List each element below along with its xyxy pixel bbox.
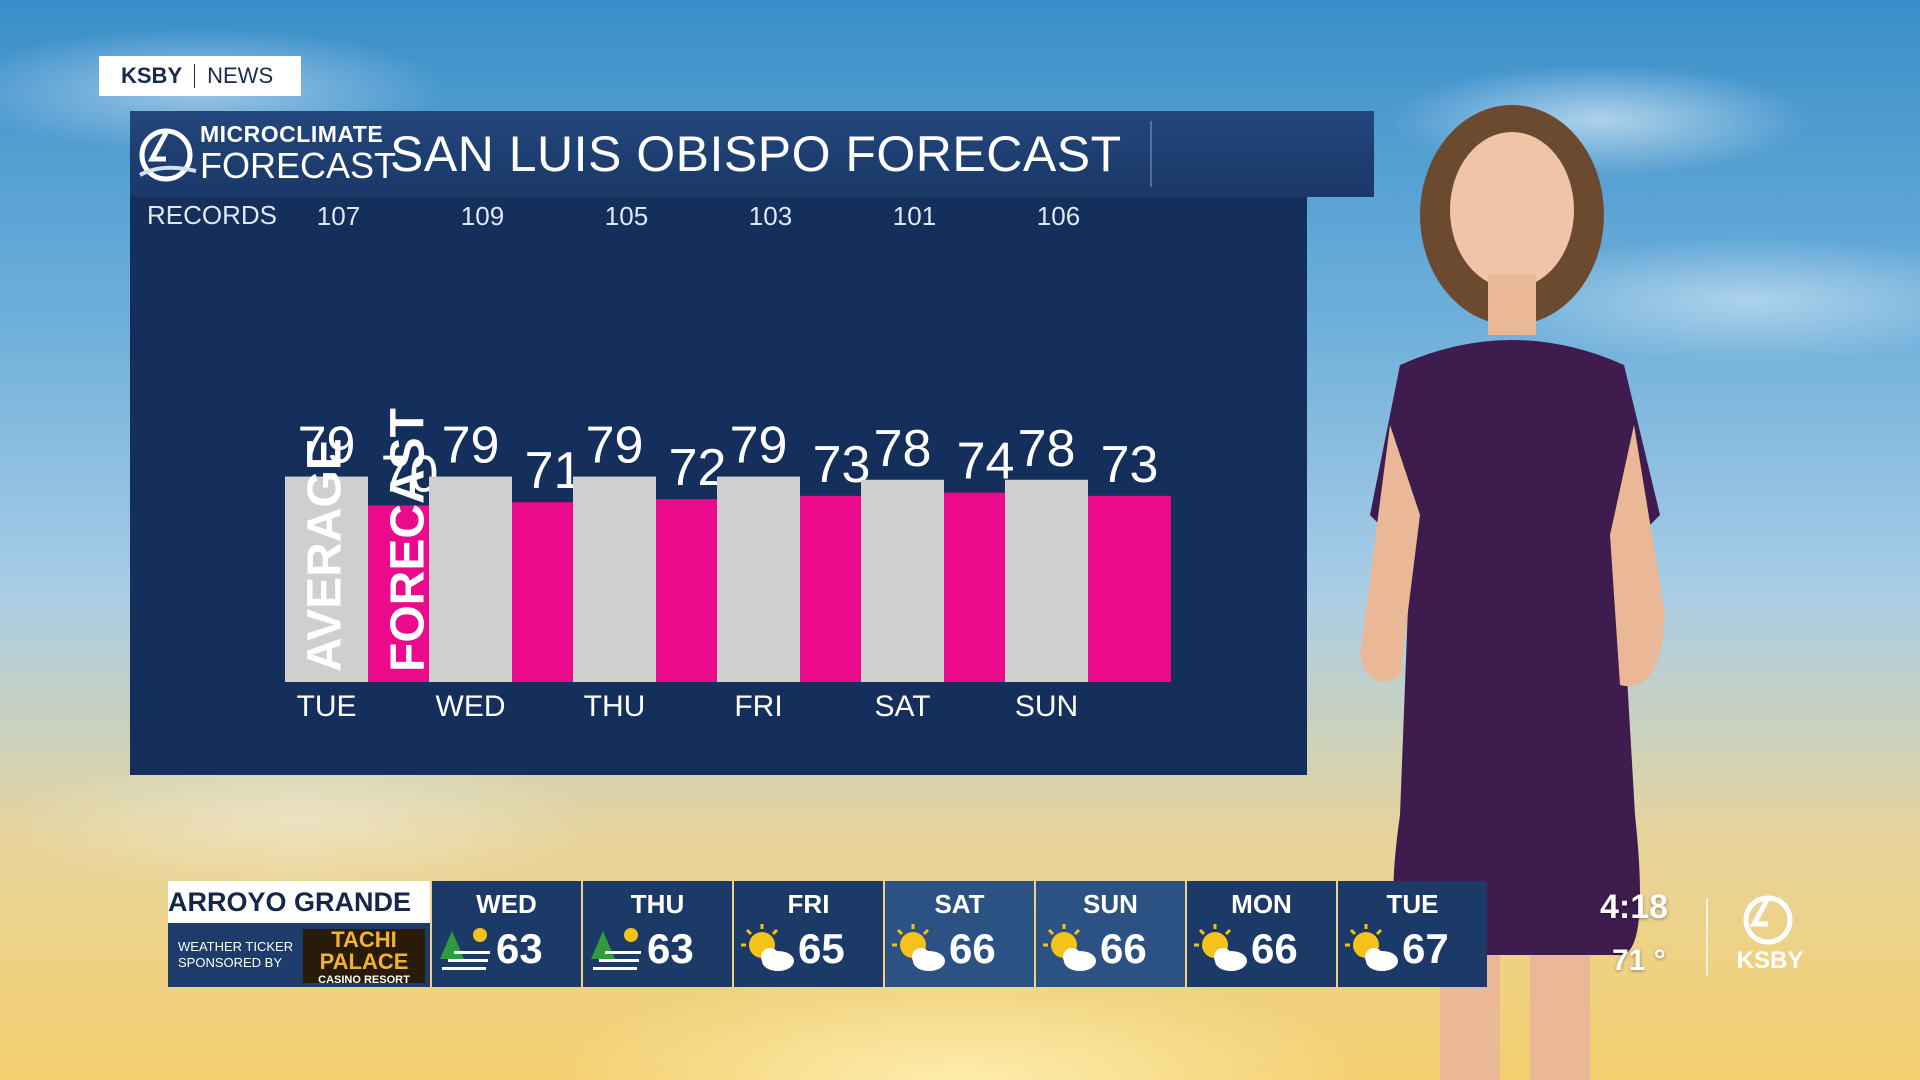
bar-value-label: 79 <box>298 417 356 475</box>
bar-value-label: 78 <box>874 420 932 478</box>
brand-tag: KSBY NEWS <box>99 56 301 96</box>
bar-value-label: 73 <box>1101 436 1159 494</box>
ticker-location-block: ARROYO GRANDE WEATHER TICKER SPONSORED B… <box>168 881 430 987</box>
ticker-temp: 66 <box>1251 925 1298 972</box>
series-label: AVERAGE <box>299 438 352 672</box>
average-bar <box>285 476 368 682</box>
record-value: 101 <box>893 201 936 231</box>
day-label: THU <box>584 690 646 723</box>
clock: 4:18 <box>1600 888 1669 926</box>
brand-separator <box>194 64 196 88</box>
ticker-day: SAT 66 <box>885 881 1034 987</box>
series-label: FORECAST <box>382 408 435 672</box>
ticker-day: TUE 67 <box>1338 881 1487 987</box>
microclimate-logo: MICROCLIMATE FORECAST <box>130 111 396 197</box>
ticker-temp: 66 <box>1100 925 1147 972</box>
sponsor-logo-sub: CASINO RESORT <box>318 974 410 986</box>
partly-sunny-icon <box>1043 924 1096 971</box>
sponsor-line-1: WEATHER TICKER <box>178 939 294 954</box>
bar-value-label: 73 <box>813 436 871 494</box>
bar-value-label: 71 <box>525 442 583 500</box>
records-label: RECORDS <box>147 200 277 230</box>
ticker-temp: 63 <box>647 925 694 972</box>
ticker-day-name: SAT <box>934 889 985 919</box>
sponsor-logo-name: TACHI PALACE <box>319 927 409 974</box>
bar-value-label: 74 <box>957 433 1015 491</box>
ticker-location-label: ARROYO GRANDE <box>168 886 412 917</box>
day-label: TUE <box>297 690 357 723</box>
logo-line-1: MICROCLIMATE <box>200 121 384 147</box>
day-label: SUN <box>1015 690 1078 723</box>
record-value: 105 <box>605 201 648 231</box>
ticker-location: ARROYO GRANDE <box>168 881 430 923</box>
logo-line-2: FORECAST <box>200 145 397 186</box>
average-bar <box>429 476 512 682</box>
record-value: 103 <box>749 201 792 231</box>
forecast-bar <box>1088 495 1171 682</box>
sponsor-logo: TACHI PALACE CASINO RESORT <box>303 927 425 986</box>
corner-logo-text: KSBY <box>1736 947 1804 974</box>
bar-value-label: 72 <box>669 439 727 497</box>
ticker-temp: 63 <box>496 925 543 972</box>
record-value: 109 <box>461 201 504 231</box>
station-name: KSBY <box>121 63 183 88</box>
ticker-day: MON 66 <box>1187 881 1336 987</box>
ticker-temp: 65 <box>798 925 845 972</box>
partly-sunny-icon <box>892 924 945 971</box>
six-logo-icon <box>1743 895 1793 945</box>
ticker-day: FRI 65 <box>734 881 883 987</box>
bar-value-label: 70 <box>381 445 439 503</box>
page-title: SAN LUIS OBISPO FORECAST <box>390 126 1122 182</box>
day-label: FRI <box>734 690 782 723</box>
bar-value-label: 79 <box>730 417 788 475</box>
bar-value-label: 78 <box>1018 420 1076 478</box>
sun-fog-icon <box>440 928 490 970</box>
record-value: 106 <box>1037 201 1080 231</box>
ticker-day-name: FRI <box>787 889 830 919</box>
partly-sunny-icon <box>1194 924 1247 971</box>
sponsor-line-2: SPONSORED BY <box>178 955 283 970</box>
average-bar <box>573 476 656 682</box>
bar-value-label: 79 <box>442 417 500 475</box>
day-label: SAT <box>874 690 930 723</box>
sponsor-text: WEATHER TICKER SPONSORED BY <box>178 939 293 971</box>
status-divider <box>1706 898 1708 976</box>
weather-ticker: ARROYO GRANDE WEATHER TICKER SPONSORED B… <box>168 881 1487 987</box>
ticker-day-name: MON <box>1231 889 1292 919</box>
ticker-day-name: TUE <box>1386 889 1439 919</box>
current-temperature: 71 ° <box>1612 944 1666 977</box>
average-bar <box>1005 479 1088 682</box>
section-name: NEWS <box>207 63 274 88</box>
header-divider <box>1150 121 1152 187</box>
average-bar <box>861 479 944 682</box>
partly-sunny-icon <box>1345 924 1398 971</box>
ticker-day-name: WED <box>476 889 537 919</box>
six-logo-icon <box>139 128 197 182</box>
partly-sunny-icon <box>741 924 794 971</box>
bar-value-label: 79 <box>586 417 644 475</box>
ticker-temp: 66 <box>949 925 996 972</box>
record-value: 107 <box>317 201 360 231</box>
ticker-days: WED 63 THU 63 FRI 65 SAT 66 SUN 66 MON 66 TUE 67 <box>430 881 1487 987</box>
ticker-day: SUN 66 <box>1036 881 1185 987</box>
chart-panel: RECORDS 107 79 70 TUE 109 79 71 WED 105 79 72 THU 103… <box>130 197 1307 775</box>
ticker-day: THU 63 <box>583 881 732 987</box>
average-bar <box>717 476 800 682</box>
ticker-temp: 67 <box>1402 925 1449 972</box>
day-label: WED <box>436 690 506 723</box>
sun-fog-icon <box>591 928 641 970</box>
corner-logo: KSBY <box>1735 886 1805 975</box>
forecast-header: MICROCLIMATE FORECAST SAN LUIS OBISPO FO… <box>130 111 1374 197</box>
ticker-day-name: SUN <box>1083 889 1138 919</box>
ticker-day: WED 63 <box>432 881 581 987</box>
ticker-day-name: THU <box>630 889 685 919</box>
